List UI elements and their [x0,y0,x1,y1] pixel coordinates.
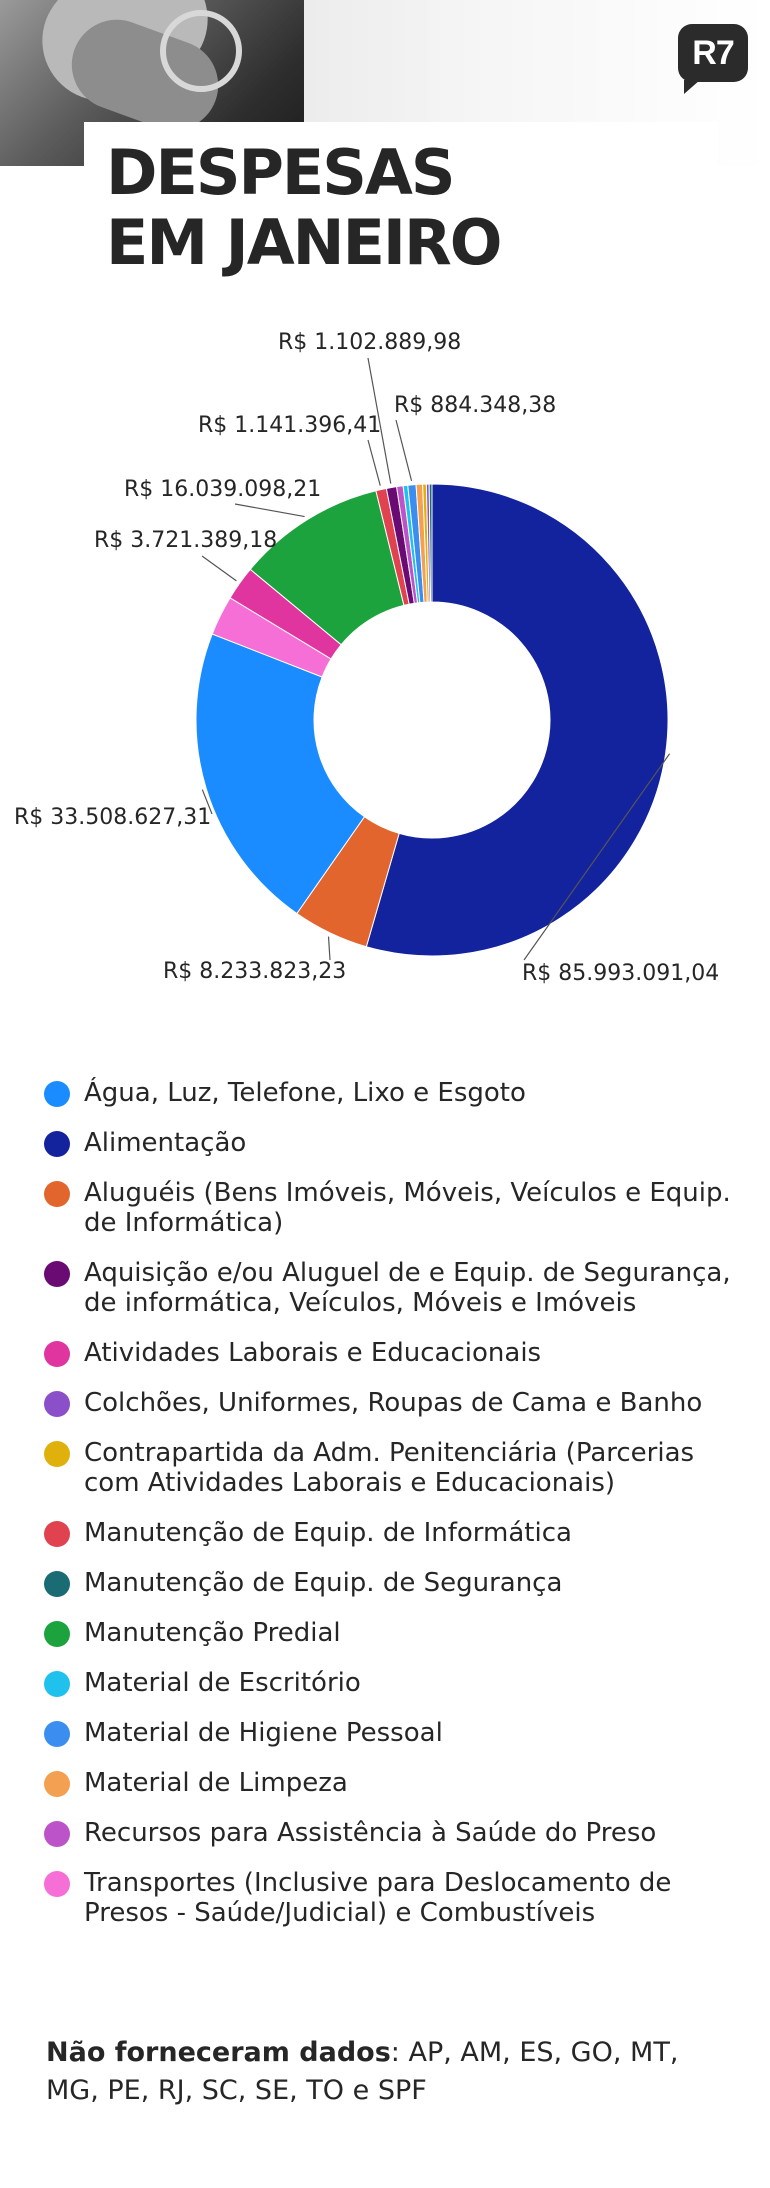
data-label: R$ 85.993.091,04 [522,961,719,986]
legend-swatch [44,1131,70,1157]
legend-item: Recursos para Assistência à Saúde do Pre… [44,1818,744,1848]
legend-swatch [44,1441,70,1467]
legend-label: Aluguéis (Bens Imóveis, Móveis, Veículos… [84,1178,731,1238]
legend-item: Água, Luz, Telefone, Lixo e Esgoto [44,1078,744,1108]
legend-label: Atividades Laborais e Educacionais [84,1338,542,1368]
legend-item: Material de Escritório [44,1668,744,1698]
data-label: R$ 8.233.823,23 [163,959,346,984]
legend-item: Aquisição e/ou Aluguel de e Equip. de Se… [44,1258,744,1318]
legend-swatch [44,1621,70,1647]
legend-swatch [44,1571,70,1597]
label-leader-line [367,357,392,484]
label-leader-line [201,555,237,582]
legend-item: Manutenção de Equip. de Segurança [44,1568,744,1598]
r7-logo: R7 [678,24,748,94]
footnote-states: : AP, AM, ES, GO, MT, MG, PE, RJ, SC, SE… [46,2037,679,2106]
legend-swatch [44,1391,70,1417]
legend-swatch [44,1671,70,1697]
legend-swatch [44,1181,70,1207]
donut-slice [365,483,669,957]
chart-legend: Água, Luz, Telefone, Lixo e Esgoto Alimen… [44,1078,744,1948]
page-title: DESPESAS EM JANEIRO [106,136,502,279]
legend-swatch [44,1081,70,1107]
legend-item: Contrapartida da Adm. Penitenciária (Par… [44,1438,744,1498]
legend-label: Manutenção Predial [84,1618,341,1648]
legend-label: Aquisição e/ou Aluguel de e Equip. de Se… [84,1258,731,1318]
legend-item: Alimentação [44,1128,744,1158]
footnote-bold: Não forneceram dados [46,2037,391,2068]
title-line-1: DESPESAS [106,136,456,209]
donut-slice [195,633,366,915]
legend-item: Material de Higiene Pessoal [44,1718,744,1748]
legend-swatch [44,1821,70,1847]
label-leader-line [201,789,213,815]
legend-swatch [44,1341,70,1367]
legend-swatch [44,1771,70,1797]
legend-swatch [44,1721,70,1747]
title-line-2: EM JANEIRO [106,206,502,279]
legend-label: Material de Limpeza [84,1768,348,1798]
data-label: R$ 884.348,38 [394,393,556,418]
legend-item: Colchões, Uniformes, Roupas de Cama e Ba… [44,1388,744,1418]
legend-item: Transportes (Inclusive para Deslocamento… [44,1868,744,1928]
legend-label: Recursos para Assistência à Saúde do Pre… [84,1818,657,1848]
data-label: R$ 1.141.396,41 [198,413,381,438]
data-label: R$ 33.508.627,31 [14,805,211,830]
legend-item: Manutenção Predial [44,1618,744,1648]
donut-chart: R$ 85.993.091,04 R$ 8.233.823,23 R$ 33.508… [14,330,719,986]
legend-item: Aluguéis (Bens Imóveis, Móveis, Veículos… [44,1178,744,1238]
label-leader-line [367,439,381,486]
legend-swatch [44,1261,70,1287]
donut-slice [428,483,433,603]
legend-label: Manutenção de Equip. de Segurança [84,1568,563,1598]
label-leader-line [327,936,331,961]
data-label: R$ 16.039.098,21 [124,477,321,502]
legend-item: Material de Limpeza [44,1768,744,1798]
legend-label: Colchões, Uniformes, Roupas de Cama e Ba… [84,1388,703,1418]
legend-label: Alimentação [84,1128,247,1158]
data-label: R$ 1.102.889,98 [278,330,461,355]
legend-label: Material de Escritório [84,1668,361,1698]
label-leader-line [523,753,671,961]
legend-label: Manutenção de Equip. de Informática [84,1518,572,1548]
legend-item: Atividades Laborais e Educacionais [44,1338,744,1368]
title-card: DESPESAS EM JANEIRO [84,122,718,278]
label-leader-line [395,419,413,482]
footnote: Não forneceram dados: AP, AM, ES, GO, MT… [46,2034,726,2110]
legend-swatch [44,1871,70,1897]
legend-label: Material de Higiene Pessoal [84,1718,443,1748]
data-label: R$ 3.721.389,18 [94,528,277,553]
legend-label: Água, Luz, Telefone, Lixo e Esgoto [84,1078,526,1108]
legend-item: Manutenção de Equip. de Informática [44,1518,744,1548]
legend-label: Transportes (Inclusive para Deslocamento… [84,1868,672,1928]
legend-swatch [44,1521,70,1547]
label-leader-line [234,503,305,518]
legend-label: Contrapartida da Adm. Penitenciária (Par… [84,1438,695,1498]
